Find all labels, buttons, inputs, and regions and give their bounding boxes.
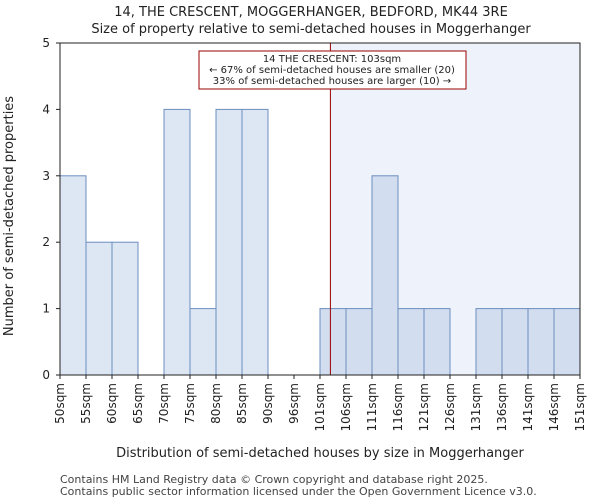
x-tick-label: 126sqm — [443, 383, 457, 431]
x-tick-label: 85sqm — [235, 383, 249, 424]
bar-111sqm — [371, 175, 399, 376]
bar-116sqm — [397, 308, 425, 376]
chart-title-line2: Size of property relative to semi-detach… — [91, 22, 531, 37]
x-tick-label: 106sqm — [339, 383, 353, 431]
annotation-line3: 33% of semi-detached houses are larger (… — [213, 76, 451, 87]
x-tick-label: 96sqm — [287, 383, 301, 424]
x-tick-label: 146sqm — [547, 383, 561, 431]
y-tick-label: 5 — [42, 36, 50, 50]
annotation-line1: 14 THE CRESCENT: 103sqm — [263, 54, 401, 65]
x-tick-label: 136sqm — [495, 383, 509, 431]
x-tick-label: 70sqm — [157, 383, 171, 424]
bar-131sqm — [475, 308, 503, 376]
x-tick-label: 131sqm — [469, 383, 483, 431]
x-tick-label: 80sqm — [209, 383, 223, 424]
y-tick-label: 3 — [42, 169, 50, 183]
bar-80sqm — [215, 108, 243, 376]
y-tick-label: 0 — [42, 368, 50, 382]
bar-60sqm — [111, 241, 139, 376]
y-tick-labels: 0 1 2 3 4 5 — [42, 36, 60, 382]
x-tick-label: 141sqm — [521, 383, 535, 431]
bar-50sqm — [59, 175, 87, 376]
x-tick-label: 75sqm — [183, 383, 197, 424]
y-tick-label: 4 — [42, 102, 50, 116]
x-tick-label: 90sqm — [261, 383, 275, 424]
bar-55sqm — [85, 241, 113, 376]
x-tick-label: 55sqm — [79, 383, 93, 424]
annotation-line2: ← 67% of semi-detached houses are smalle… — [209, 65, 455, 76]
y-tick-label: 2 — [42, 235, 50, 249]
x-tick-labels: 50sqm 55sqm 60sqm 65sqm 70sqm 75sqm 80sqm 85sqm… — [53, 375, 587, 431]
bar-85sqm — [241, 108, 269, 376]
x-tick-label: 151sqm — [573, 383, 587, 431]
x-tick-label: 116sqm — [391, 383, 405, 431]
x-tick-label: 101sqm — [313, 383, 327, 431]
annotation-box: 14 THE CRESCENT: 103sqm ← 67% of semi-de… — [198, 50, 467, 90]
bar-70sqm — [163, 108, 191, 376]
x-tick-label: 121sqm — [417, 383, 431, 431]
y-tick-label: 1 — [42, 302, 50, 316]
bar-136sqm — [501, 308, 529, 376]
x-tick-label: 65sqm — [131, 383, 145, 424]
bar-106sqm — [345, 308, 373, 376]
footer-line2: Contains public sector information licen… — [60, 485, 537, 498]
bar-75sqm — [189, 308, 217, 376]
bar-121sqm — [423, 308, 451, 376]
bars — [59, 108, 581, 376]
x-axis-label: Distribution of semi-detached houses by … — [116, 446, 524, 461]
footer-line1: Contains HM Land Registry data © Crown c… — [60, 473, 488, 486]
x-tick-label: 50sqm — [53, 383, 67, 424]
bar-141sqm — [527, 308, 555, 376]
x-tick-label: 111sqm — [365, 383, 379, 431]
bar-101sqm — [319, 308, 347, 376]
bar-146sqm — [553, 308, 581, 376]
x-tick-label: 60sqm — [105, 383, 119, 424]
y-axis-label: Number of semi-detached properties — [2, 96, 17, 336]
chart-title-line1: 14, THE CRESCENT, MOGGERHANGER, BEDFORD,… — [114, 5, 508, 20]
